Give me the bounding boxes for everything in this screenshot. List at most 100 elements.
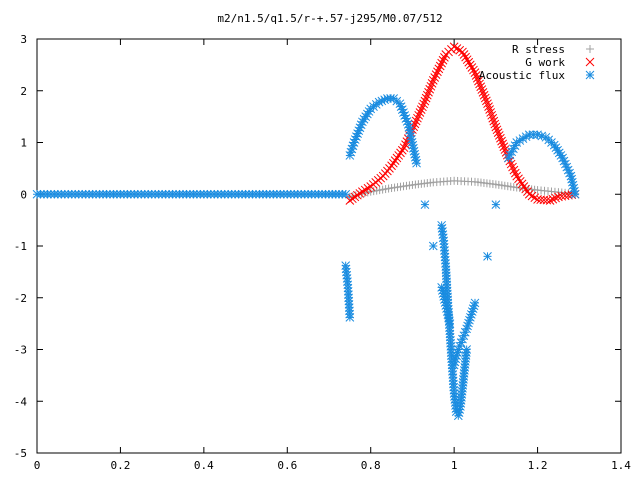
data-point [434,64,444,74]
data-point [435,61,445,71]
data-point [418,102,427,112]
y-tick-label: -2 [14,292,27,305]
data-point [515,176,525,186]
y-tick-label: -5 [14,447,27,460]
data-point [548,194,558,204]
data-point [508,162,517,172]
data-point [491,122,501,132]
data-point [396,148,405,158]
data-point [509,165,519,175]
x-tick-label: 1 [451,459,458,472]
data-point [341,189,351,199]
data-point [424,87,433,97]
data-point [499,142,509,152]
data-point [427,79,437,88]
data-point [545,196,555,205]
data-point [482,96,491,106]
data-point [360,185,370,195]
data-point [449,42,459,52]
chart-title: m2/n1.5/q1.5/r-+.57-j295/M0.07/512 [217,12,442,25]
data-point [345,196,355,205]
data-point [421,93,431,103]
data-point [510,168,520,178]
data-point [390,156,400,165]
data-point [462,55,472,65]
data-point [494,131,504,140]
data-point [498,139,508,149]
data-point [358,187,367,197]
data-point [419,99,429,109]
legend-marker [586,45,594,53]
data-point [484,102,493,111]
data-point [387,161,396,171]
data-point [512,171,522,181]
data-marks [32,42,580,421]
data-point [488,113,498,123]
y-tick-label: 1 [20,137,27,150]
data-point [440,53,449,62]
data-point [459,50,469,59]
data-point [348,194,357,204]
legend-label: Acoustic flux [479,69,565,82]
axis-ticks: 0 0.2 0.4 0.6 0.8 1 1.2 1.4 3 2 1 0 -1 -2 -3 -4 -5 [14,33,632,472]
data-point [474,76,483,86]
data-point [489,116,499,126]
data-point [355,189,365,198]
data-point [438,55,448,65]
x-tick-label: 0.4 [194,459,214,472]
x-tick-label: 0.6 [277,459,297,472]
x-tick-label: 0.8 [361,459,381,472]
data-point [394,151,404,160]
data-point [458,334,467,344]
x-tick-label: 1.2 [528,459,548,472]
data-point [410,119,420,129]
data-point [428,76,438,85]
data-point [514,174,523,184]
data-point [497,136,506,146]
x-tick-label: 0.2 [110,459,130,472]
data-point [467,63,477,72]
data-point [389,158,398,168]
data-point [353,190,362,200]
data-point [459,331,469,341]
data-point [533,130,542,140]
data-point [493,128,503,137]
legend-label: G work [525,56,565,69]
data-point [487,110,497,120]
data-point [412,158,421,168]
data-point [465,60,475,70]
data-point [456,338,466,347]
data-point [399,143,409,153]
data-point [472,73,482,83]
data-point [426,81,436,91]
plot-frame [36,38,622,454]
data-point [420,200,430,209]
y-tick-label: 2 [20,85,27,98]
data-point [477,85,487,94]
y-tick-label: 3 [20,33,27,46]
data-point [496,133,505,143]
data-point [462,345,472,354]
data-point [461,52,470,62]
data-point [470,68,480,77]
data-point [363,183,373,193]
y-tick-label: -1 [14,240,27,253]
data-point [490,119,500,129]
data-point [464,57,474,67]
data-point [478,88,488,97]
data-point [485,105,494,114]
data-point [483,99,492,109]
x-tick-label: 0 [34,459,41,472]
data-point [433,67,442,77]
data-point [471,71,481,80]
legend-marker [585,70,595,80]
data-point [517,179,527,189]
data-point [486,108,495,117]
data-point [558,153,567,163]
data-point [476,82,486,92]
data-point [480,93,490,103]
data-point [414,110,424,120]
data-point [345,313,355,322]
